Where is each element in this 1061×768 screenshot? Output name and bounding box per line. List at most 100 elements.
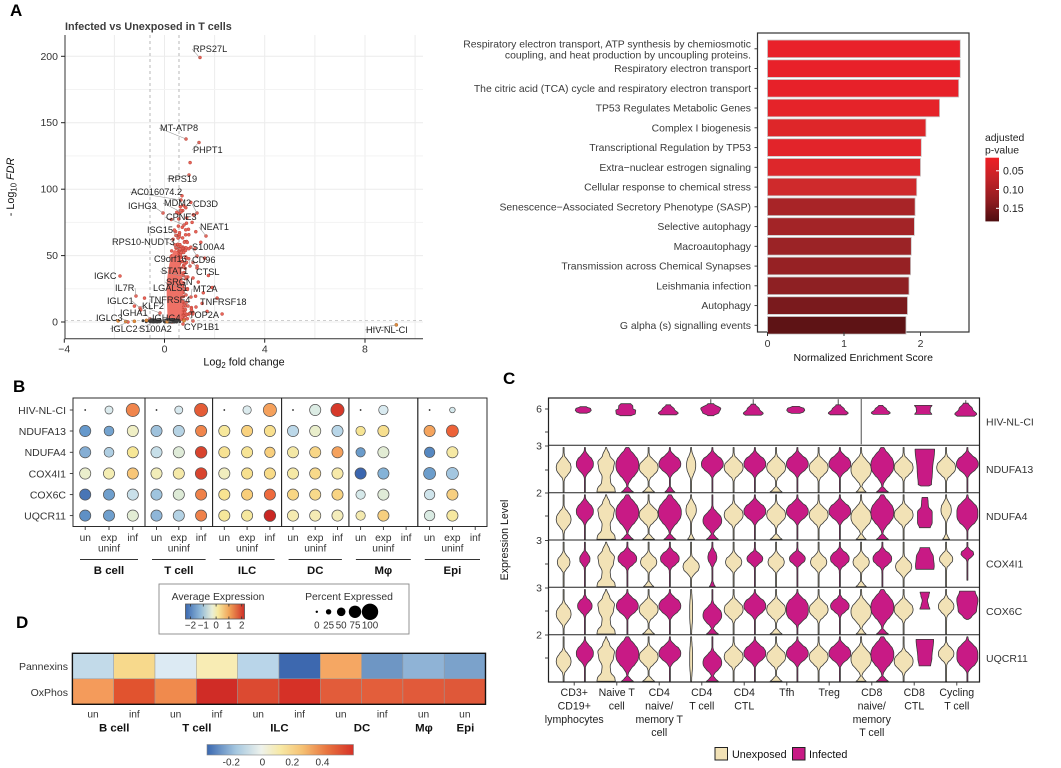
svg-text:inf: inf [332,533,343,544]
svg-text:-0.2: -0.2 [223,758,241,768]
svg-text:TNFRSF4: TNFRSF4 [149,295,190,305]
svg-text:UQCR11: UQCR11 [986,653,1028,665]
svg-text:CD19+: CD19+ [558,700,591,712]
svg-text:lymphocytes: lymphocytes [545,714,604,726]
svg-text:un: un [355,533,366,544]
svg-text:T cell: T cell [689,700,714,712]
svg-text:CTL: CTL [734,700,754,712]
svg-text:100: 100 [362,621,379,632]
svg-text:un: un [459,710,470,721]
svg-text:Selective autophagy: Selective autophagy [657,222,751,233]
svg-text:B cell: B cell [94,565,124,577]
svg-text:Pannexins: Pannexins [19,661,68,673]
svg-text:uninf: uninf [304,544,326,555]
svg-text:HIV-NL-CI: HIV-NL-CI [18,405,66,417]
svg-text:inf: inf [127,533,138,544]
svg-text:MT2A: MT2A [193,284,218,294]
svg-text:DC: DC [354,723,370,735]
svg-text:Leishmania infection: Leishmania infection [656,281,751,292]
svg-text:100: 100 [40,184,58,196]
svg-text:Cellular response to chemical: Cellular response to chemical stress [584,183,751,194]
svg-text:COX4I1: COX4I1 [986,558,1024,570]
svg-text:IGHG4: IGHG4 [152,313,181,323]
svg-text:exp: exp [375,533,392,544]
svg-text:un: un [424,533,435,544]
svg-text:T cell: T cell [164,565,193,577]
svg-text:4: 4 [262,344,268,356]
svg-text:Percent Expressed: Percent Expressed [305,592,393,603]
svg-text:CD4: CD4 [691,687,712,699]
svg-text:Mφ: Mφ [375,565,393,577]
svg-text:un: un [219,533,230,544]
svg-text:Treg: Treg [819,687,840,699]
svg-text:Respiratory electron transport: Respiratory electron transport [614,64,751,75]
svg-text:Extra−nuclear estrogen signali: Extra−nuclear estrogen signaling [599,163,751,174]
svg-text:3: 3 [536,535,542,547]
svg-text:G alpha (s) signalling events: G alpha (s) signalling events [620,321,751,332]
svg-text:T cell: T cell [182,723,211,735]
svg-text:KLF2: KLF2 [142,301,164,311]
svg-text:C9orf16: C9orf16 [154,254,187,264]
svg-text:D: D [16,613,28,632]
svg-text:Senescence−Associated Secretor: Senescence−Associated Secretory Phenotyp… [499,202,751,213]
svg-text:memory T: memory T [636,714,684,726]
svg-text:naive/: naive/ [645,700,673,712]
svg-text:0: 0 [52,317,58,329]
svg-text:un: un [151,533,162,544]
svg-text:un: un [87,710,98,721]
svg-text:inf: inf [196,533,207,544]
svg-text:50: 50 [46,250,58,262]
svg-text:75: 75 [350,621,361,632]
svg-text:T cell: T cell [944,700,969,712]
svg-text:exp: exp [101,533,118,544]
svg-text:Infected vs Unexposed in T cel: Infected vs Unexposed in T cells [65,21,232,33]
svg-text:inf: inf [294,710,305,721]
svg-text:0: 0 [765,338,771,350]
svg-text:2: 2 [239,621,244,632]
svg-text:0: 0 [162,344,168,356]
svg-text:TNFRSF18: TNFRSF18 [200,297,246,307]
svg-text:−4: −4 [58,344,70,356]
svg-text:CD4: CD4 [734,687,755,699]
svg-text:Transmission across Chemical S: Transmission across Chemical Synapses [561,262,751,273]
svg-text:inf: inf [264,533,275,544]
svg-text:PHPT1: PHPT1 [193,145,223,155]
svg-text:exp: exp [171,533,188,544]
svg-text:A: A [10,1,22,20]
svg-text:uninf: uninf [372,544,394,555]
svg-text:0.2: 0.2 [285,758,299,768]
svg-text:0.15: 0.15 [1003,203,1024,215]
svg-text:1: 1 [841,338,847,350]
svg-text:inf: inf [401,533,412,544]
svg-text:adjusted: adjusted [985,133,1025,144]
svg-text:Expression Level: Expression Level [499,500,511,581]
svg-text:0.05: 0.05 [1003,166,1024,178]
svg-text:CD96: CD96 [192,255,216,265]
svg-text:naive/: naive/ [858,700,886,712]
svg-text:Mφ: Mφ [415,723,433,735]
svg-text:un: un [287,533,298,544]
svg-text:Autophagy: Autophagy [701,301,751,312]
svg-text:RPS27L: RPS27L [193,44,227,54]
svg-text:Normalized Enrichment Score: Normalized Enrichment Score [794,352,934,364]
svg-text:50: 50 [336,621,347,632]
svg-text:200: 200 [40,51,58,63]
svg-text:NDUFA4: NDUFA4 [986,511,1028,523]
svg-text:3: 3 [536,441,542,453]
svg-text:ISG15: ISG15 [147,225,173,235]
svg-text:CD3D: CD3D [193,199,218,209]
svg-text:S100A2: S100A2 [139,324,172,334]
svg-text:AC016074.2: AC016074.2 [131,187,182,197]
svg-text:memory: memory [853,714,892,726]
svg-text:TP53 Regulates Metabolic Genes: TP53 Regulates Metabolic Genes [596,104,751,115]
svg-text:0.4: 0.4 [316,758,330,768]
svg-text:HIV-NL-CI: HIV-NL-CI [366,325,408,335]
svg-text:OxPhos: OxPhos [31,687,68,699]
svg-text:ILC: ILC [270,723,288,735]
svg-text:exp: exp [444,533,461,544]
svg-text:inf: inf [129,710,140,721]
svg-text:UQCR11: UQCR11 [24,510,66,522]
svg-text:inf: inf [470,533,481,544]
svg-text:25: 25 [323,621,334,632]
svg-text:IGHG3: IGHG3 [128,201,157,211]
